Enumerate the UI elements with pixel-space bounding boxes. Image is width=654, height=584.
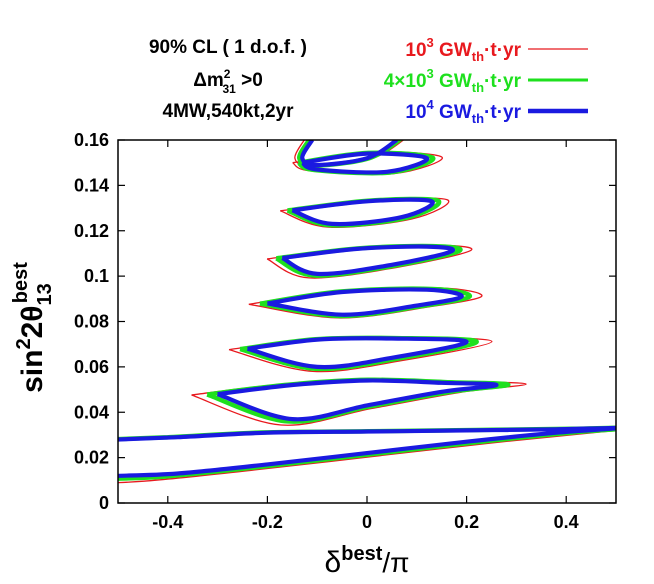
y-tick-label-3: 0.06 (74, 357, 109, 377)
y-tick-label-5: 0.1 (84, 266, 109, 286)
y-tick-label-4: 0.08 (74, 312, 109, 332)
annotation-group: 90% CL ( 1 d.o.f. ) Δm2 31 >0 4MW,540kt,2yr (149, 37, 307, 122)
y-tick-label-1: 0.02 (74, 448, 109, 468)
y-axis-title: sin22θ13best (10, 262, 56, 393)
x-axis-label: δbest/π (325, 543, 410, 579)
x-tick-label-4: 0.4 (554, 512, 579, 532)
y-tick-label-0: 0 (99, 493, 109, 513)
y-tick-label-2: 0.04 (74, 402, 109, 422)
legend-label-s1e4: 104 GWth·t·yr (405, 97, 521, 126)
plot-frame (117, 139, 617, 504)
annotation-1: Δm2 31 >0 (193, 67, 263, 96)
contour-s1e4-5 (291, 197, 435, 227)
contour-s1e4-2 (246, 336, 469, 370)
x-axis-title: δbest/π (325, 543, 410, 579)
x-tick-label-0: -0.4 (152, 512, 183, 532)
contour-s1e4-4 (281, 244, 456, 277)
contour-s1e4-6 (301, 151, 429, 175)
contour-top-s1e4-0 (300, 140, 399, 168)
y-axis-label: sin22θ13best (10, 262, 56, 393)
contour-s1e4-0 (118, 425, 616, 478)
y-tick-label-7: 0.14 (74, 175, 109, 195)
contour-s1e4-3 (267, 287, 464, 317)
contour-s1e4-1 (216, 378, 499, 422)
legend-label-s1e3: 103 GWth·t·yr (405, 35, 521, 64)
annotation-2: 4MW,540kt,2yr (163, 101, 295, 122)
legend-label-s4e3: 4×103 GWth·t·yr (384, 66, 522, 95)
y-tick-label-8: 0.16 (74, 130, 109, 150)
contour-layer (118, 140, 616, 484)
x-tick-label-2: 0 (362, 512, 372, 532)
axis-ticks: -0.4 -0.2 0 0.2 0.4 0 0.02 0.04 0.06 0.08 0.1 0.12 0… (74, 130, 616, 532)
x-tick-label-3: 0.2 (454, 512, 479, 532)
annotation-0: 90% CL ( 1 d.o.f. ) (149, 37, 307, 58)
x-tick-label-1: -0.2 (252, 512, 283, 532)
y-tick-label-6: 0.12 (74, 221, 109, 241)
contour-s4e3-1 (206, 377, 511, 424)
